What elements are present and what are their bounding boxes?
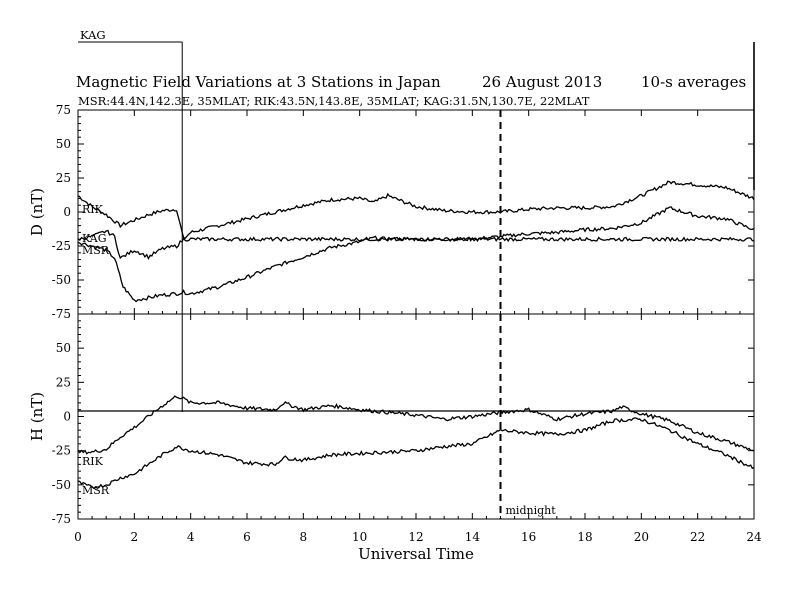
ytick-label: -50 <box>52 273 71 287</box>
chart-averaging: 10-s averages <box>641 73 747 91</box>
series-line-rik-D <box>77 180 755 239</box>
xtick-label: 12 <box>408 530 423 544</box>
series-line-msr-H <box>77 417 755 490</box>
stations-subtitle: MSR:44.4N,142.3E, 35MLAT; RIK:43.5N,143.… <box>78 94 590 108</box>
ytick-label: -50 <box>52 478 71 492</box>
ytick-label: -25 <box>52 239 71 253</box>
ytick-label: 25 <box>56 171 71 185</box>
xtick-label: 20 <box>634 530 649 544</box>
xtick-label: 14 <box>465 530 481 544</box>
series-label-rik: RIK <box>82 203 104 216</box>
kag-offset-label: KAG <box>80 28 106 42</box>
xtick-label: 22 <box>690 530 705 544</box>
xtick-label: 2 <box>131 530 139 544</box>
panel-frame-D <box>77 109 755 315</box>
series-line-kag-D <box>77 229 755 260</box>
ytick-label: -75 <box>52 307 71 321</box>
series-label-msr: MSR <box>82 484 110 497</box>
chart-date: 26 August 2013 <box>482 73 603 91</box>
xtick-label: 18 <box>577 530 592 544</box>
series-line-msr-D <box>77 206 755 303</box>
ytick-label: 75 <box>56 103 71 117</box>
ytick-label: -75 <box>52 512 71 526</box>
ytick-label: 50 <box>56 137 71 151</box>
series-label-kag: KAG <box>82 232 107 245</box>
xtick-label: 10 <box>352 530 367 544</box>
series-label-rik: RIK <box>82 455 104 468</box>
ylabel-H: H (nT) <box>28 392 46 441</box>
xtick-label: 16 <box>521 530 536 544</box>
series-label-msr: MSR <box>82 244 110 257</box>
ytick-label: -25 <box>52 444 71 458</box>
xtick-label: 0 <box>74 530 82 544</box>
xlabel: Universal Time <box>358 545 474 563</box>
midnight-label: midnight <box>506 504 557 517</box>
ylabel-D: D (nT) <box>28 188 46 236</box>
series-line-rik-H <box>77 395 755 455</box>
ytick-label: 25 <box>56 375 71 389</box>
xtick-label: 8 <box>300 530 308 544</box>
chart-title: Magnetic Field Variations at 3 Stations … <box>76 73 441 91</box>
xtick-label: 4 <box>187 530 195 544</box>
xtick-label: 24 <box>746 530 762 544</box>
ytick-label: 50 <box>56 341 71 355</box>
xtick-label: 6 <box>243 530 251 544</box>
ytick-label: 0 <box>63 205 71 219</box>
ytick-label: 0 <box>63 410 71 424</box>
